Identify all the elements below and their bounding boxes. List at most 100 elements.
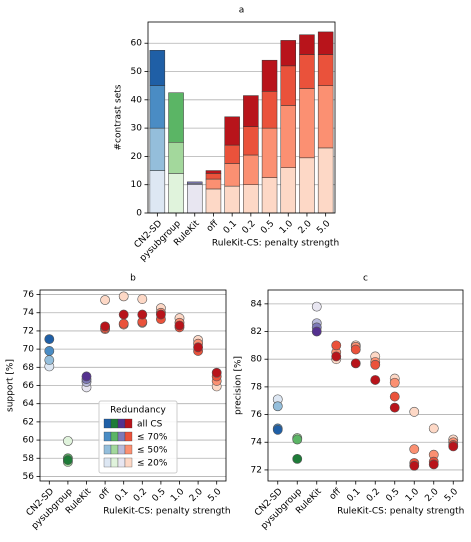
dot: [44, 346, 55, 356]
y-tick-label: 74: [251, 438, 263, 448]
bar-segment: [280, 167, 296, 214]
legend-label: ≤ 50%: [137, 446, 168, 456]
dot: [331, 351, 342, 362]
x-tick-label: 5.0: [315, 219, 332, 236]
legend-swatch: [124, 444, 133, 455]
bar-segment: [224, 163, 240, 187]
y-axis-label: #contrast sets: [114, 84, 124, 150]
legend-swatch: [103, 457, 112, 468]
bar-segment: [280, 105, 296, 168]
bar-segment: [224, 116, 240, 146]
legend-swatch: [117, 457, 126, 468]
dot: [44, 355, 55, 365]
y-tick-label: 84: [251, 299, 263, 309]
legend-swatch: [117, 431, 126, 442]
dot: [389, 391, 400, 402]
y-tick-label: 76: [23, 290, 35, 300]
x-tick-label: 0.1: [113, 487, 130, 504]
bar-segment: [280, 40, 296, 67]
y-axis-label: support [%]: [6, 359, 16, 412]
dot: [193, 342, 203, 353]
dot: [370, 359, 381, 370]
bar-segment: [168, 173, 184, 214]
x-tick-label: 1.0: [404, 487, 421, 504]
bar-segment: [299, 54, 315, 89]
legend-swatch: [117, 444, 126, 455]
y-tick-label: 76: [251, 410, 263, 420]
bar-segment: [317, 54, 334, 86]
y-tick-label: 40: [131, 95, 143, 105]
y-tick-label: 56: [23, 472, 35, 482]
bar-segment: [243, 154, 259, 185]
bar-segment: [243, 95, 259, 127]
x-tick-label: 0.5: [151, 487, 168, 504]
bar-segment: [205, 188, 222, 214]
dot: [100, 321, 110, 332]
dot: [63, 455, 73, 465]
x-axis-label: RuleKit-CS: penalty strength: [103, 507, 230, 517]
bar-segment: [168, 142, 184, 174]
bar-segment: [317, 85, 334, 149]
chart-title: b: [130, 274, 136, 284]
dot: [389, 402, 400, 413]
dot: [428, 423, 439, 434]
y-tick-label: 68: [23, 363, 35, 373]
x-tick-label: off: [328, 486, 344, 502]
bar-segment: [317, 147, 334, 214]
plot-frame: [267, 289, 464, 482]
chart-title: a: [239, 6, 245, 16]
legend-swatch: [124, 418, 133, 429]
dot: [311, 326, 322, 337]
dot: [137, 294, 148, 304]
bar-segment: [149, 85, 166, 129]
x-tick-label: off: [97, 486, 113, 502]
dot: [63, 436, 73, 446]
x-axis-label: RuleKit-CS: penalty strength: [337, 507, 464, 517]
x-axis-label: RuleKit-CS: penalty strength: [212, 239, 339, 249]
dot: [409, 460, 420, 471]
dot: [389, 377, 400, 388]
dot: [174, 320, 185, 331]
y-tick-label: 74: [23, 308, 35, 318]
legend-swatch: [117, 418, 126, 429]
dot: [409, 444, 420, 455]
x-tick-label: off: [205, 218, 221, 234]
y-tick-label: 60: [131, 39, 143, 49]
y-tick-label: 30: [131, 124, 143, 134]
x-tick-label: 0.2: [132, 487, 149, 504]
bar-segment: [205, 170, 222, 174]
legend-label: all CS: [137, 420, 163, 430]
legend-swatch: [110, 444, 119, 455]
x-tick-label: 0.2: [241, 219, 258, 236]
bar-segment: [243, 126, 259, 156]
legend-title: Redundancy: [110, 406, 166, 416]
y-tick-label: 58: [23, 454, 35, 464]
bar-segment: [261, 91, 278, 129]
dot: [311, 301, 322, 312]
dot: [409, 406, 420, 417]
legend-label: ≤ 20%: [137, 459, 168, 469]
bar-segment: [299, 34, 315, 55]
y-tick-label: 80: [251, 355, 263, 365]
dot: [292, 434, 303, 445]
y-tick-label: 72: [23, 326, 34, 336]
y-tick-label: 0: [136, 209, 142, 219]
bar-segment: [261, 177, 278, 214]
y-tick-label: 60: [23, 436, 35, 446]
x-tick-label: 2.0: [188, 487, 205, 504]
y-tick-label: 50: [131, 67, 143, 77]
dot: [448, 441, 459, 452]
bar-segment: [187, 184, 203, 214]
y-tick-label: 78: [251, 382, 263, 392]
dot: [370, 375, 381, 385]
legend-swatch: [103, 418, 112, 429]
bar-segment: [299, 88, 315, 159]
dot: [292, 453, 303, 464]
chart-title: c: [363, 274, 368, 284]
x-tick-label: 0.2: [365, 487, 382, 504]
dot: [44, 334, 55, 345]
x-tick-label: 0.5: [259, 219, 276, 236]
bar-segment: [205, 178, 222, 190]
x-tick-label: 1.0: [169, 487, 186, 504]
dot: [272, 401, 283, 412]
